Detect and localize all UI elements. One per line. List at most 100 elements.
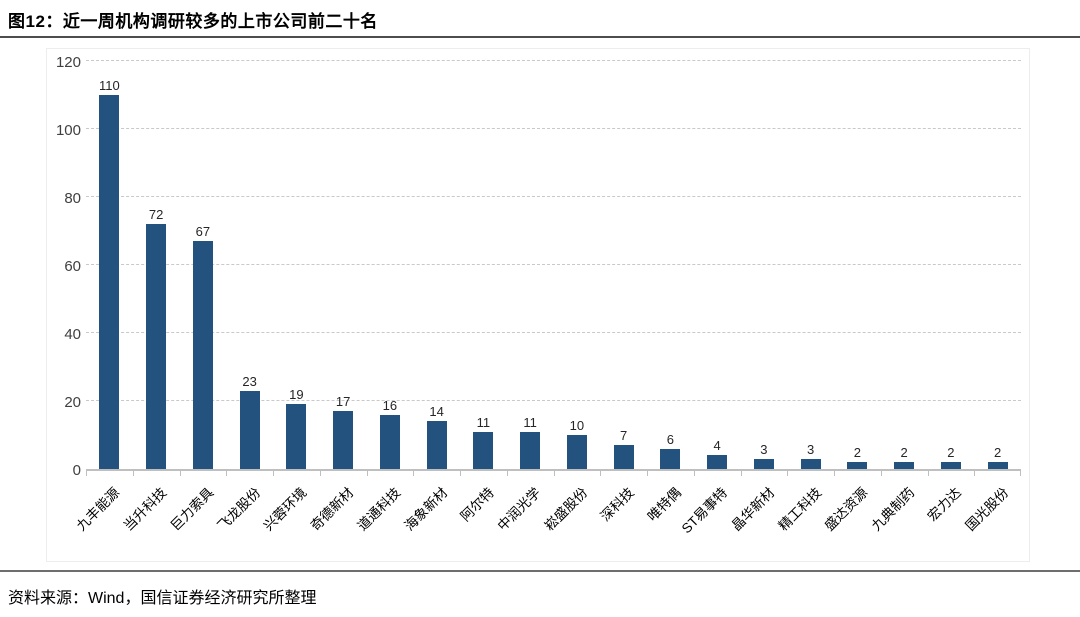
- gridline: [86, 60, 1021, 61]
- bar-value-label: 3: [807, 441, 815, 457]
- x-axis-tick: [226, 471, 228, 476]
- x-tick-label: 九丰能源: [74, 484, 123, 534]
- bar-column: 2: [974, 63, 1021, 469]
- bar-column: 10: [554, 63, 601, 469]
- y-tick-label: 20: [64, 394, 81, 411]
- plot-area: 110 72 67 23 19 17 16 14 11 11 10 7 6 4 3 3 2 2 2 2: [86, 60, 1021, 476]
- x-axis-labels: 九丰能源 当升科技 巨力索具 飞龙股份 兴蓉环境 奇德新材 道通科技 海象新材 阿尔特 中润光学崧…: [74, 475, 1021, 561]
- x-axis-tick: [179, 471, 181, 476]
- x-axis-tick: [86, 471, 87, 476]
- y-tick-label: 120: [55, 54, 81, 71]
- y-tick-label: 40: [64, 326, 81, 343]
- gridline: [86, 128, 1021, 129]
- bar-column: 19: [273, 63, 320, 469]
- x-axis-tick: [506, 471, 508, 476]
- figure-title: 图12：近一周机构调研较多的上市公司前二十名: [8, 12, 378, 31]
- bar: [239, 390, 260, 469]
- bar: [520, 431, 541, 469]
- x-tick-label: 深科技: [597, 484, 638, 525]
- bar-value-label: 14: [429, 404, 444, 420]
- footer-divider: [0, 570, 1080, 572]
- gridline: [86, 332, 1021, 333]
- bar: [379, 414, 400, 469]
- x-axis-tick: [413, 471, 415, 476]
- x-axis-tick: [880, 471, 882, 476]
- x-axis-tick: [974, 471, 976, 476]
- bar-column: 110: [86, 63, 133, 469]
- x-tick-label: 阿尔特: [457, 484, 497, 525]
- gridline: [86, 264, 1021, 265]
- bar: [940, 462, 961, 469]
- bar: [192, 241, 213, 469]
- x-tick-label: 宏力达: [925, 484, 965, 525]
- bar-value-label: 3: [760, 441, 768, 457]
- bar-value-label: 72: [148, 207, 164, 223]
- bar-value-label: 17: [335, 394, 351, 410]
- bar-value-label: 2: [947, 445, 955, 461]
- x-axis-tick: [553, 471, 555, 476]
- x-axis-tick: [273, 471, 274, 476]
- gridline: [86, 400, 1021, 401]
- bar-column: 2: [834, 63, 881, 469]
- bar-value-label: 23: [242, 373, 257, 389]
- x-label-cell: 海象新材: [401, 475, 460, 561]
- bar: [894, 462, 915, 469]
- bar-column: 17: [320, 63, 367, 469]
- bar: [473, 431, 494, 469]
- bar-value-label: 2: [900, 445, 908, 461]
- bar: [753, 458, 774, 469]
- source-note: 资料来源：Wind，国信证券经济研究所整理: [8, 590, 317, 607]
- x-axis-tick: [647, 471, 648, 476]
- bar: [99, 95, 120, 469]
- gridline: [86, 196, 1021, 197]
- bar-column: 72: [133, 63, 180, 469]
- bar-column: 11: [507, 63, 554, 469]
- x-axis-tick: [787, 471, 789, 476]
- bar-value-label: 6: [666, 431, 674, 447]
- bar: [800, 458, 821, 469]
- title-divider: [0, 36, 1080, 38]
- bar: [847, 462, 868, 469]
- bar-value-label: 19: [289, 387, 304, 403]
- bar: [286, 404, 307, 469]
- x-label-cell: 国光股份: [962, 475, 1021, 561]
- bar-chart: 110 72 67 23 19 17 16 14 11 11 10 7 6 4 3 3 2 2 2 2 0 20 40 60…: [46, 48, 1030, 562]
- bars-container: 110 72 67 23 19 17 16 14 11 11 10 7 6 4 3 3 2 2 2 2: [86, 63, 1021, 469]
- bar: [146, 224, 167, 469]
- x-axis-tick: [927, 471, 929, 476]
- bar: [426, 421, 447, 469]
- x-axis-tick: [460, 471, 461, 476]
- x-axis-tick: [1020, 471, 1021, 476]
- y-tick-label: 80: [64, 190, 81, 207]
- bar-column: 67: [180, 63, 227, 469]
- bar-value-label: 110: [99, 78, 120, 93]
- bar: [613, 445, 634, 469]
- x-axis-tick: [319, 471, 321, 476]
- x-axis-tick: [740, 471, 742, 476]
- x-label-cell: 深科技: [598, 475, 647, 561]
- bar-column: 11: [460, 63, 507, 469]
- x-axis-tick: [132, 471, 134, 476]
- bar: [566, 435, 587, 469]
- x-axis-tick: [600, 471, 602, 476]
- x-axis-tick: [834, 471, 835, 476]
- bar-column: 4: [694, 63, 741, 469]
- bar-column: 3: [787, 63, 834, 469]
- bar-value-label: 10: [569, 418, 585, 433]
- x-label-cell: 九典制药: [869, 475, 928, 561]
- bar-column: 6: [647, 63, 694, 469]
- bar-column: 14: [413, 63, 460, 469]
- bar-column: 23: [226, 63, 273, 469]
- bar-value-label: 2: [994, 445, 1002, 461]
- bar: [707, 455, 728, 469]
- bar-column: 16: [367, 63, 414, 469]
- bar: [333, 411, 354, 469]
- x-axis-tick: [693, 471, 695, 476]
- bar-value-label: 4: [713, 438, 721, 454]
- x-axis-tick: [366, 471, 368, 476]
- bar-column: 2: [881, 63, 928, 469]
- bar: [660, 448, 681, 469]
- bar: [987, 462, 1008, 469]
- x-tick-label: 唯特偶: [644, 484, 684, 525]
- bar-column: 7: [600, 63, 647, 469]
